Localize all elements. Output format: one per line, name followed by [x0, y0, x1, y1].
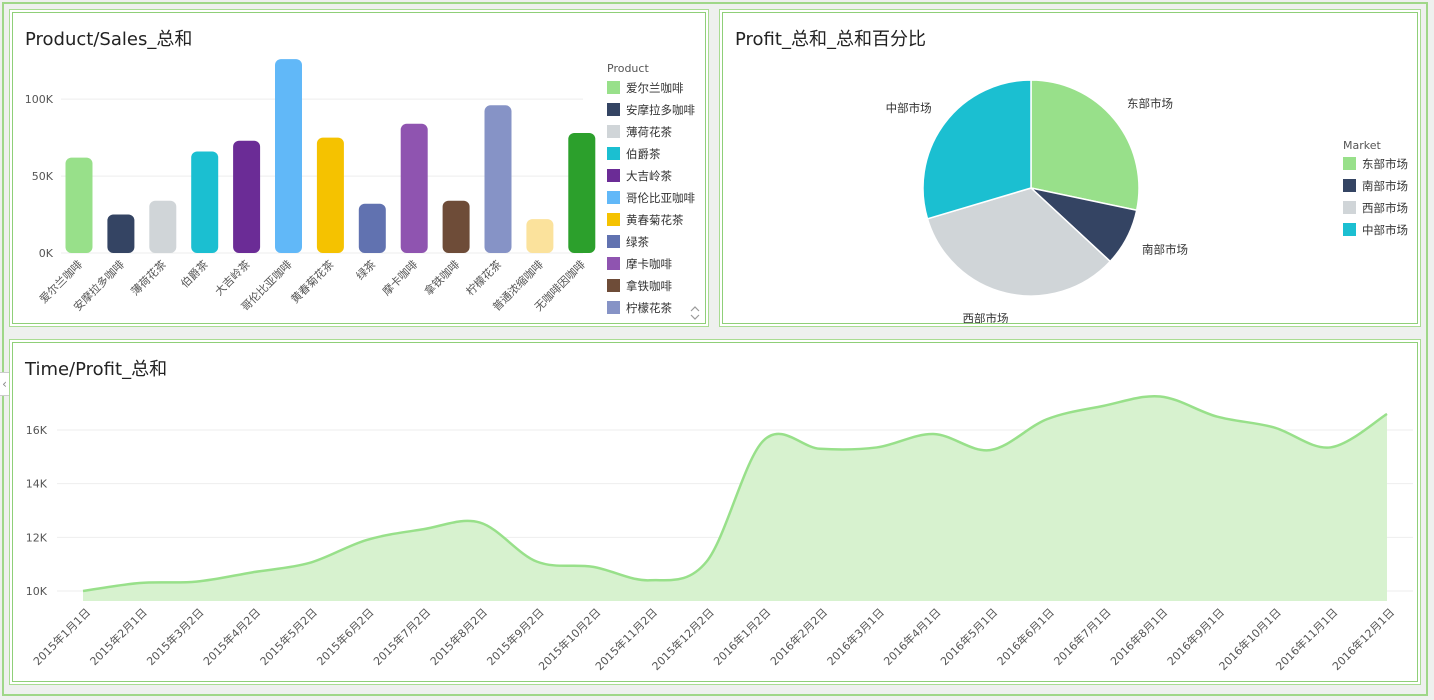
area-line[interactable]: [82, 394, 1388, 593]
legend-label[interactable]: 安摩拉多咖啡: [626, 103, 695, 117]
legend-title: Product: [607, 62, 649, 75]
y-tick-label: 100K: [25, 93, 54, 106]
x-tick-label: 2015年8月2日: [427, 605, 490, 668]
bar[interactable]: [233, 140, 261, 253]
x-tick-label: 2015年5月2日: [257, 605, 320, 668]
legend-label[interactable]: 哥伦比亚咖啡: [626, 191, 695, 205]
x-tick-label: 2015年9月2日: [484, 605, 547, 668]
bar-chart-panel: Product/Sales_总和 0K 50K 100K 爱尔兰咖啡 安摩拉多咖啡 薄荷花…: [12, 12, 706, 324]
x-tick-label: 柠檬花茶: [463, 257, 504, 298]
x-tick-label: 2016年8月1日: [1107, 605, 1170, 668]
area-chart: 10K12K14K16K2015年1月1日2015年2月1日2015年3月2日2…: [26, 394, 1413, 673]
y-tick-label: 10K: [26, 585, 48, 598]
y-tick-label: 16K: [26, 424, 48, 437]
area-chart-title: Time/Profit_总和: [25, 359, 168, 380]
x-tick-label: 2015年4月2日: [200, 605, 263, 668]
pie-slice-label: 东部市场: [1127, 97, 1173, 111]
x-tick-label: 黄春菊花茶: [288, 257, 337, 306]
legend-label[interactable]: 柠檬花茶: [626, 301, 672, 315]
y-tick-label: 50K: [32, 170, 54, 183]
pie-slice[interactable]: [926, 187, 1112, 297]
legend-swatch: [607, 125, 620, 138]
x-tick-label: 伯爵茶: [178, 257, 211, 290]
x-tick-label: 2015年1月1日: [30, 605, 93, 668]
legend-label[interactable]: 黄春菊花茶: [626, 213, 684, 227]
legend-swatch: [1343, 157, 1356, 170]
bar[interactable]: [358, 203, 386, 253]
legend-label[interactable]: 中部市场: [1362, 223, 1408, 237]
legend-swatch: [607, 213, 620, 226]
x-tick-label: 2016年7月1日: [1051, 605, 1114, 668]
legend-swatch: [1343, 201, 1356, 214]
pie-slice-label: 中部市场: [886, 101, 932, 115]
legend-swatch: [607, 169, 620, 182]
x-tick-label: 2016年3月1日: [824, 605, 887, 668]
bar[interactable]: [442, 200, 470, 253]
x-tick-label: 拿铁咖啡: [421, 257, 462, 298]
x-tick-label: 摩卡咖啡: [379, 257, 420, 298]
x-tick-label: 绿茶: [353, 257, 378, 282]
legend-label[interactable]: 薄荷花茶: [626, 125, 672, 139]
legend-swatch: [607, 235, 620, 248]
legend-swatch: [607, 103, 620, 116]
collapse-handle-icon[interactable]: ‹: [0, 372, 10, 396]
x-tick-label: 2015年3月2日: [144, 605, 207, 668]
legend-swatch: [607, 81, 620, 94]
x-tick-label: 2015年6月2日: [314, 605, 377, 668]
legend-label[interactable]: 绿茶: [626, 235, 649, 249]
legend-scroll-icon[interactable]: [690, 306, 700, 320]
x-tick-label: 2016年6月1日: [994, 605, 1057, 668]
x-tick-label: 薄荷花茶: [128, 257, 169, 298]
pie-slice[interactable]: [922, 79, 1032, 220]
legend-swatch: [1343, 179, 1356, 192]
bar[interactable]: [316, 137, 344, 253]
pie-slice-label: 西部市场: [963, 311, 1009, 323]
legend-swatch: [607, 191, 620, 204]
x-tick-label: 2015年7月2日: [370, 605, 433, 668]
legend-label[interactable]: 东部市场: [1362, 157, 1408, 171]
x-tick-label: 2015年2月1日: [87, 605, 150, 668]
bar[interactable]: [484, 105, 512, 253]
x-tick-label: 2016年5月1日: [937, 605, 1000, 668]
y-tick-label: 12K: [26, 531, 48, 544]
legend-title: Market: [1343, 139, 1381, 152]
area-chart-panel: Time/Profit_总和 10K 12K 14K 16K 2015年1月1日 2015…: [12, 342, 1418, 682]
legend-label[interactable]: 爱尔兰咖啡: [626, 81, 684, 95]
legend-label[interactable]: 南部市场: [1362, 179, 1408, 193]
legend-label[interactable]: 大吉岭茶: [626, 169, 672, 183]
bar-chart-title: Product/Sales_总和: [25, 29, 193, 50]
pie-slice-label: 南部市场: [1142, 243, 1188, 257]
pie-chart-panel: Profit_总和_总和百分比 东部市场 南部市场 西部市场 中部市场 Market 东部…: [722, 12, 1418, 324]
x-tick-label: 2016年9月1日: [1164, 605, 1227, 668]
pie-chart-title: Profit_总和_总和百分比: [735, 29, 926, 50]
legend-label[interactable]: 伯爵茶: [626, 147, 661, 161]
bar[interactable]: [107, 214, 135, 253]
legend-swatch: [607, 147, 620, 160]
bar[interactable]: [400, 123, 428, 254]
legend-swatch: [1343, 223, 1356, 236]
area-fill: [83, 396, 1387, 601]
legend-swatch: [607, 301, 620, 314]
legend-swatch: [607, 257, 620, 270]
x-tick-label: 2016年2月2日: [767, 605, 830, 668]
x-tick-label: 2016年1月2日: [711, 605, 774, 668]
legend-label[interactable]: 摩卡咖啡: [626, 257, 672, 271]
bar[interactable]: [275, 59, 302, 254]
pie-slice[interactable]: [1030, 79, 1140, 212]
legend-label[interactable]: 西部市场: [1362, 201, 1408, 215]
y-tick-label: 0K: [39, 247, 54, 260]
y-tick-label: 14K: [26, 478, 48, 491]
legend-swatch: [607, 279, 620, 292]
bar[interactable]: [65, 157, 93, 253]
legend-label[interactable]: 拿铁咖啡: [626, 279, 672, 293]
x-tick-label: 大吉岭茶: [212, 257, 253, 298]
x-tick-label: 2016年4月1日: [881, 605, 944, 668]
bar[interactable]: [191, 151, 219, 253]
bar[interactable]: [526, 219, 554, 253]
bar[interactable]: [149, 200, 177, 253]
bar[interactable]: [568, 133, 596, 253]
